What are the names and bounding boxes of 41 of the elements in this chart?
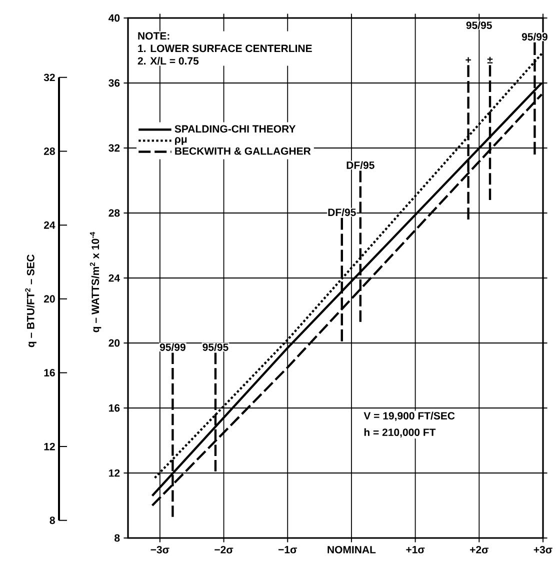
y2-tick-label: 24 — [44, 221, 56, 229]
x-tick-label: +2σ — [470, 546, 489, 554]
x-tick-label: +1σ — [406, 546, 425, 554]
y-tick-label: 20 — [108, 339, 120, 347]
y2-tick-label: 8 — [50, 516, 55, 524]
x-tick-label: −2σ — [214, 546, 234, 554]
annotation: 95/99 — [160, 343, 186, 352]
x-tick-label: −3σ — [150, 546, 170, 554]
legend-label: SPALDING-CHI THEORY — [174, 125, 296, 133]
x-tick-label: −1σ — [278, 546, 297, 554]
legend-label: ρμ — [175, 137, 187, 145]
annotation: V = 19,900 FT/SEC — [364, 412, 455, 422]
y-tick-label: 16 — [109, 404, 120, 412]
y2-tick-label: 28 — [44, 148, 55, 155]
y-tick-label: 8 — [114, 534, 120, 542]
y-tick-label: 28 — [108, 209, 120, 217]
y-axis-title: q – WATTS/m$^{2}$ x 10$^{-4}$ — [90, 232, 102, 332]
annotation: 95/95 — [466, 21, 492, 30]
y2-tick-label: 16 — [44, 369, 55, 376]
y2-tick-label: 20 — [44, 295, 55, 303]
annotation: NOTE: — [138, 32, 170, 40]
annotation: + — [466, 57, 471, 63]
x-tick-label: NOMINAL — [328, 546, 376, 554]
annotation: 2. X/L = 0.75 — [138, 56, 199, 65]
y-tick-label: 32 — [108, 144, 120, 152]
annotation: DF/95 — [346, 161, 374, 170]
annotation: DF/95 — [328, 208, 356, 216]
y2-axis-title: q – BTU/FT$^{2}$ – SEC — [25, 254, 36, 348]
annotation: 1. LOWER SURFACE CENTERLINE — [138, 44, 312, 52]
y-tick-label: 24 — [108, 274, 120, 282]
annotation: 95/99 — [522, 32, 548, 41]
annotation: h = 210,000 FT — [364, 428, 436, 438]
y-tick-label: 12 — [109, 469, 120, 477]
legend-label: BECKWITH & GALLAGHER — [175, 147, 311, 155]
y-tick-label: 40 — [108, 14, 120, 22]
y2-tick-label: 12 — [44, 442, 55, 450]
annotation: 95/95 — [202, 343, 228, 352]
x-tick-label: +3σ — [534, 546, 552, 554]
y-tick-label: 36 — [108, 79, 120, 87]
y2-tick-label: 32 — [44, 74, 55, 82]
annotation: ± — [487, 56, 493, 64]
